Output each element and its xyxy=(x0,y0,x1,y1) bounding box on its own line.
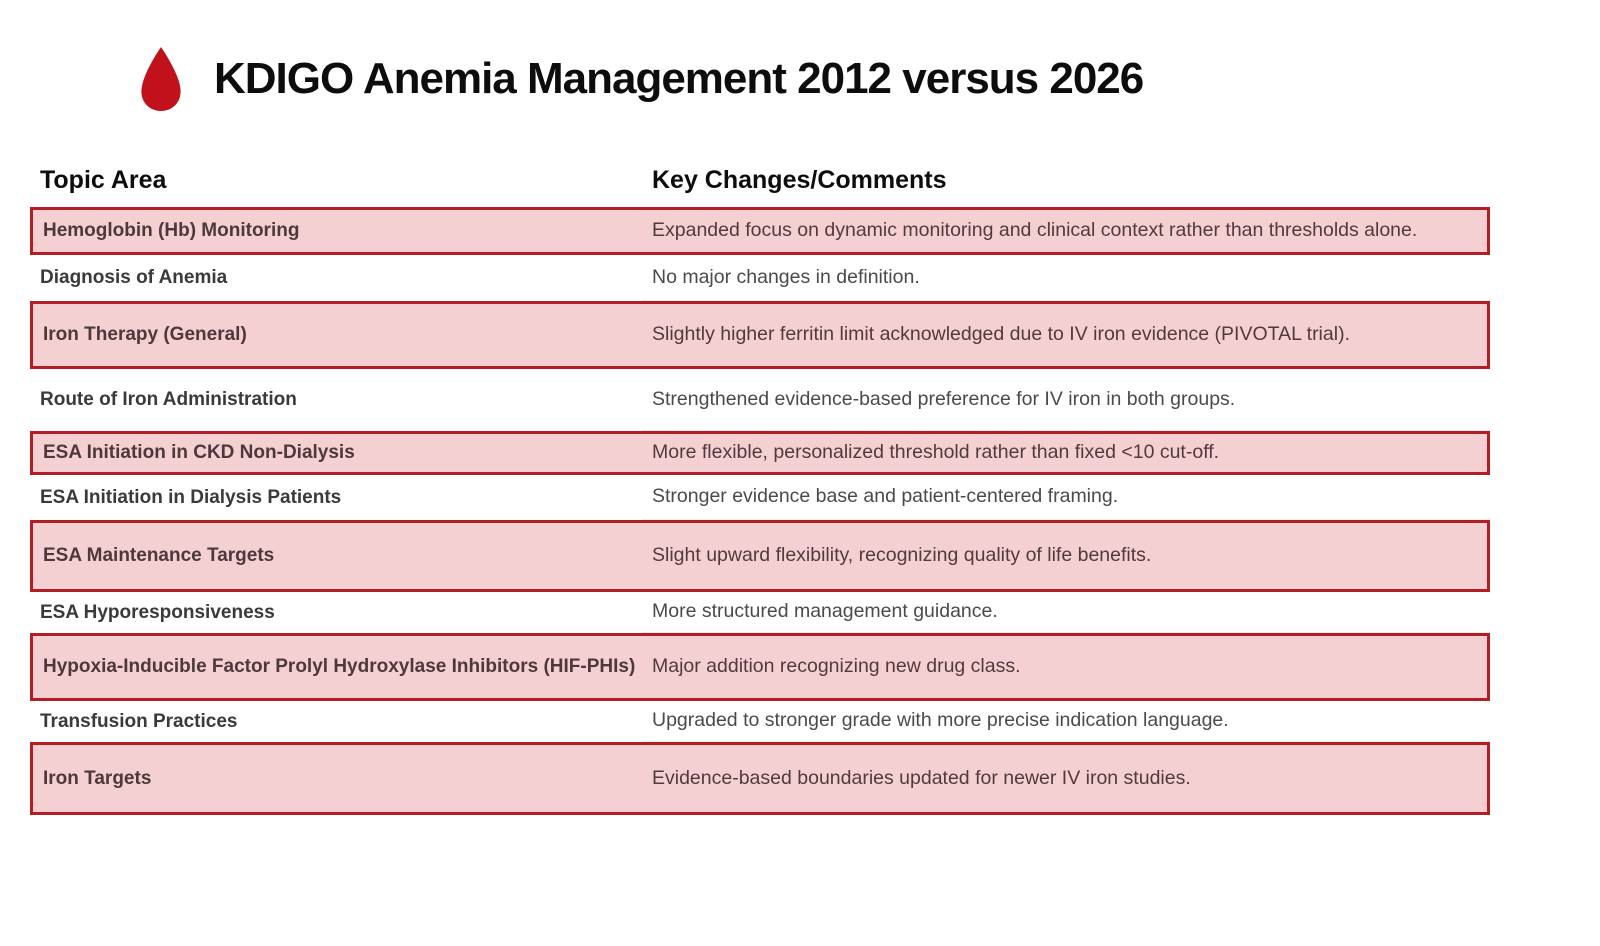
comment-cell: More structured management guidance. xyxy=(642,592,1490,633)
table-row: ESA Initiation in Dialysis Patients Stro… xyxy=(30,475,1490,520)
column-headers: Topic Area Key Changes/Comments xyxy=(30,166,1490,195)
comment-cell: More flexible, personalized threshold ra… xyxy=(652,441,1220,464)
topic-cell: Iron Targets xyxy=(43,767,152,789)
comment-cell: Strengthened evidence-based preference f… xyxy=(642,369,1490,431)
table-row: Hypoxia-Inducible Factor Prolyl Hydroxyl… xyxy=(30,633,1490,701)
table-row: Iron Therapy (General) Slightly higher f… xyxy=(30,301,1490,369)
topic-cell: Diagnosis of Anemia xyxy=(40,267,228,289)
page-title: KDIGO Anemia Management 2012 versus 2026 xyxy=(214,54,1144,103)
table-row: ESA Initiation in CKD Non-Dialysis More … xyxy=(30,431,1490,475)
page-header: KDIGO Anemia Management 2012 versus 2026 xyxy=(138,46,1600,112)
table-row: Transfusion Practices Upgraded to strong… xyxy=(30,701,1490,742)
topic-cell: ESA Maintenance Targets xyxy=(43,545,275,567)
topic-cell: ESA Initiation in Dialysis Patients xyxy=(40,486,342,508)
topic-cell: Transfusion Practices xyxy=(40,710,238,732)
topic-cell: Hemoglobin (Hb) Monitoring xyxy=(43,220,300,242)
topic-cell: Iron Therapy (General) xyxy=(43,324,247,346)
topic-cell: Route of Iron Administration xyxy=(40,389,297,411)
comment-cell: Slightly higher ferritin limit acknowled… xyxy=(652,323,1350,346)
table-row: Iron Targets Evidence-based boundaries u… xyxy=(30,742,1490,815)
topic-cell: ESA Initiation in CKD Non-Dialysis xyxy=(43,442,355,464)
topic-cell: ESA Hyporesponsiveness xyxy=(40,601,275,623)
table-row: Diagnosis of Anemia No major changes in … xyxy=(30,255,1490,301)
comment-cell: Upgraded to stronger grade with more pre… xyxy=(642,701,1490,742)
topic-cell: Hypoxia-Inducible Factor Prolyl Hydroxyl… xyxy=(43,656,636,678)
comment-cell: Expanded focus on dynamic monitoring and… xyxy=(652,219,1418,242)
comment-cell: No major changes in definition. xyxy=(642,255,1490,301)
comment-cell: Major addition recognizing new drug clas… xyxy=(652,655,1021,678)
table-row: Route of Iron Administration Strengthene… xyxy=(30,369,1490,431)
comparison-table: Hemoglobin (Hb) Monitoring Expanded focu… xyxy=(30,207,1490,815)
table-row: Hemoglobin (Hb) Monitoring Expanded focu… xyxy=(30,207,1490,255)
column-header-key-changes: Key Changes/Comments xyxy=(652,166,947,194)
comment-cell: Slight upward flexibility, recognizing q… xyxy=(652,544,1152,567)
blood-drop-icon xyxy=(141,47,181,111)
comment-cell: Stronger evidence base and patient-cente… xyxy=(642,475,1490,520)
table-row: ESA Hyporesponsiveness More structured m… xyxy=(30,592,1490,633)
comment-cell: Evidence-based boundaries updated for ne… xyxy=(652,766,1191,789)
table-row: ESA Maintenance Targets Slight upward fl… xyxy=(30,520,1490,592)
column-header-topic-area: Topic Area xyxy=(40,166,167,194)
